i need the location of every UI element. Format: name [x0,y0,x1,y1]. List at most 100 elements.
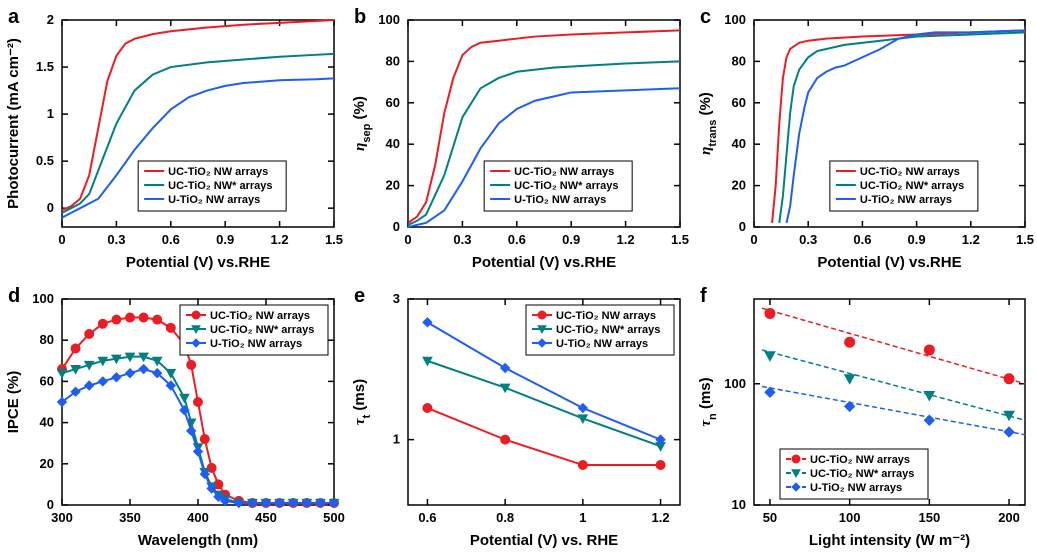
svg-text:0.6: 0.6 [853,232,871,247]
svg-text:UC-TiO₂ NW* arrays: UC-TiO₂ NW* arrays [514,180,618,192]
panel-b: b00.30.60.91.21.5020406080100Potential (… [346,0,692,279]
svg-text:τt (ms): τt (ms) [351,379,373,425]
svg-text:ηtrans (%): ηtrans (%) [697,92,719,155]
panel-e: e0.60.811.213Potential (V) vs. RHEτt (ms… [346,279,692,557]
svg-text:100: 100 [32,291,54,306]
svg-text:U-TiO₂ NW arrays: U-TiO₂ NW arrays [860,194,952,206]
figure: a 0 0.3 0.6 0.9 1.2 1.5 0 0.5 1 1.5 2 Potential (V) … [0,0,1037,557]
svg-text:UC-TiO₂ NW* arrays: UC-TiO₂ NW* arrays [168,180,272,192]
svg-text:400: 400 [187,510,209,525]
panel-label-e: e [354,285,365,308]
svg-text:0: 0 [404,232,411,247]
panel-f-svg: 50 100 150 200 10 100 Light intensity (W m⁻²) τ… [692,279,1037,557]
panel-b-svg: 00.30.60.91.21.5020406080100Potential (V… [346,0,692,279]
svg-text:40: 40 [40,415,54,430]
svg-text:UC-TiO₂ NW* arrays: UC-TiO₂ NW* arrays [860,180,964,192]
svg-text:τn (ms): τn (ms) [697,377,719,426]
svg-text:Wavelength (nm): Wavelength (nm) [138,532,258,549]
svg-text:0: 0 [393,219,400,234]
svg-text:0.9: 0.9 [562,232,580,247]
svg-text:0.9: 0.9 [216,232,234,247]
svg-text:UC-TiO₂ NW* arrays: UC-TiO₂ NW* arrays [556,324,660,336]
panel-d: d300350400450500020406080100Wavelength (… [0,279,346,557]
svg-text:1.5: 1.5 [36,59,54,74]
panel-d-svg: 300350400450500020406080100Wavelength (n… [0,279,346,557]
svg-text:500: 500 [323,510,345,525]
svg-text:Potential (V) vs. RHE: Potential (V) vs. RHE [470,532,618,549]
svg-text:60: 60 [386,95,400,110]
svg-text:100: 100 [724,12,746,27]
svg-text:0: 0 [739,219,746,234]
svg-text:100: 100 [839,510,861,525]
svg-text:0: 0 [750,232,757,247]
svg-text:1: 1 [47,106,54,121]
svg-text:50: 50 [763,510,777,525]
svg-text:200: 200 [998,510,1020,525]
svg-text:UC-TiO₂ NW arrays: UC-TiO₂ NW arrays [210,310,310,322]
svg-text:60: 60 [732,95,746,110]
panel-label-c: c [700,6,711,29]
svg-text:20: 20 [386,178,400,193]
svg-text:UC-TiO₂ NW arrays: UC-TiO₂ NW arrays [556,310,656,322]
svg-text:Light intensity (W m⁻²): Light intensity (W m⁻²) [809,532,970,549]
panel-e-svg: 0.60.811.213Potential (V) vs. RHEτt (ms)… [346,279,692,557]
svg-text:U-TiO₂ NW arrays: U-TiO₂ NW arrays [210,338,302,350]
panel-a: a 0 0.3 0.6 0.9 1.2 1.5 0 0.5 1 1.5 2 Potential (V) … [0,0,346,279]
panel-f: f 50 100 150 200 10 100 Light intensity (W m⁻²)… [692,279,1037,557]
svg-text:1.5: 1.5 [325,232,343,247]
svg-text:300: 300 [51,510,73,525]
svg-text:0.6: 0.6 [162,232,180,247]
svg-text:80: 80 [386,53,400,68]
svg-text:U-TiO₂ NW arrays: U-TiO₂ NW arrays [168,194,260,206]
svg-text:0.9: 0.9 [908,232,926,247]
svg-text:Potential (V) vs.RHE: Potential (V) vs.RHE [472,254,616,271]
svg-text:IPCE (%): IPCE (%) [5,371,22,434]
svg-text:1.2: 1.2 [617,232,635,247]
svg-text:UC-TiO₂ NW* arrays: UC-TiO₂ NW* arrays [810,468,914,480]
svg-text:Photocurrent (mA cm⁻²): Photocurrent (mA cm⁻²) [5,38,22,209]
svg-text:Potential (V) vs.RHE: Potential (V) vs.RHE [817,254,961,271]
svg-text:U-TiO₂ NW arrays: U-TiO₂ NW arrays [514,194,606,206]
svg-text:80: 80 [732,53,746,68]
svg-text:UC-TiO₂ NW arrays: UC-TiO₂ NW arrays [514,166,614,178]
svg-text:Potential (V) vs.RHE: Potential (V) vs.RHE [126,254,270,271]
panel-c: c 0 0.3 0.6 0.9 1.2 1.5 0 20 40 60 80 100 Potential (… [692,0,1037,279]
panel-grid: a 0 0.3 0.6 0.9 1.2 1.5 0 0.5 1 1.5 2 Potential (V) … [0,0,1037,557]
svg-text:U-TiO₂ NW arrays: U-TiO₂ NW arrays [556,338,648,350]
svg-text:0.6: 0.6 [418,510,436,525]
svg-text:1.5: 1.5 [671,232,689,247]
svg-text:U-TiO₂ NW arrays: U-TiO₂ NW arrays [810,482,902,494]
svg-text:100: 100 [378,12,400,27]
svg-text:0.8: 0.8 [496,510,514,525]
panel-a-svg: 0 0.3 0.6 0.9 1.2 1.5 0 0.5 1 1.5 2 Potential (V) v… [0,0,346,279]
panel-label-b: b [354,6,366,29]
svg-text:1: 1 [393,432,400,447]
svg-text:20: 20 [732,178,746,193]
svg-text:1.2: 1.2 [652,510,670,525]
svg-text:UC-TiO₂ NW arrays: UC-TiO₂ NW arrays [168,166,268,178]
svg-text:2: 2 [47,12,54,27]
svg-text:100: 100 [724,376,746,391]
svg-text:0.3: 0.3 [799,232,817,247]
svg-text:150: 150 [919,510,941,525]
svg-text:0: 0 [58,232,65,247]
svg-text:20: 20 [40,456,54,471]
svg-text:UC-TiO₂ NW* arrays: UC-TiO₂ NW* arrays [210,324,314,336]
svg-text:UC-TiO₂ NW arrays: UC-TiO₂ NW arrays [810,454,910,466]
panel-label-f: f [700,285,707,308]
svg-text:1.2: 1.2 [962,232,980,247]
svg-text:UC-TiO₂ NW arrays: UC-TiO₂ NW arrays [860,166,960,178]
svg-text:350: 350 [119,510,141,525]
svg-text:0.3: 0.3 [107,232,125,247]
svg-text:80: 80 [40,332,54,347]
svg-text:0.5: 0.5 [36,153,54,168]
svg-text:40: 40 [732,136,746,151]
svg-text:1.5: 1.5 [1016,232,1034,247]
svg-text:1.2: 1.2 [271,232,289,247]
svg-text:40: 40 [386,136,400,151]
panel-label-a: a [8,6,19,29]
svg-text:0.6: 0.6 [508,232,526,247]
svg-text:0: 0 [47,200,54,215]
svg-text:10: 10 [732,497,746,512]
svg-text:ηsep (%): ηsep (%) [351,96,373,151]
